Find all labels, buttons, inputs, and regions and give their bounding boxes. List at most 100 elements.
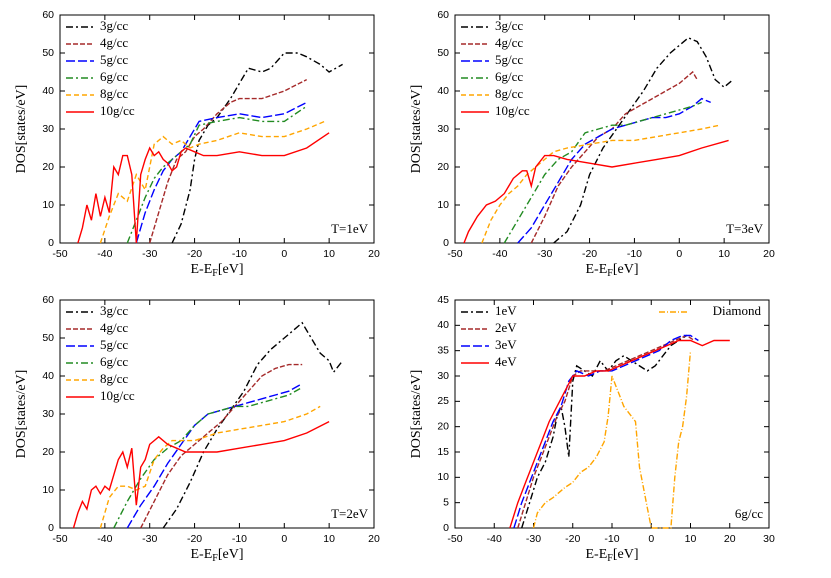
y-tick-label: 50: [42, 332, 54, 344]
y-tick-label: 20: [437, 161, 449, 173]
x-tick-label: -30: [142, 248, 157, 260]
x-tick-label: -50: [447, 248, 462, 260]
y-tick-label: 10: [437, 471, 449, 483]
x-axis-label-sub: F: [607, 553, 613, 564]
y-tick-label: 60: [42, 9, 54, 21]
x-tick-label: 10: [323, 533, 335, 545]
x-tick-label: 20: [368, 533, 380, 545]
x-axis-label-unit: [eV]: [218, 262, 244, 277]
series-line: [532, 350, 692, 529]
x-tick-label: 10: [685, 533, 697, 545]
y-tick-label: 20: [42, 446, 54, 458]
x-tick-label: -50: [52, 533, 67, 545]
y-tick-label: 40: [437, 85, 449, 97]
x-tick-label: -30: [526, 533, 541, 545]
y-axis-label: DOS[states/eV]: [409, 370, 424, 459]
legend-label: Diamond: [713, 303, 762, 318]
legend-label: 5g/cc: [100, 52, 128, 67]
x-tick-label: -30: [537, 248, 552, 260]
legend-label: 8g/cc: [495, 86, 523, 101]
series-line: [513, 334, 699, 529]
x-tick-label: -20: [187, 533, 202, 545]
series-line: [113, 386, 303, 529]
y-axis-label: DOS[states/eV]: [14, 85, 29, 174]
y-tick-label: 45: [437, 294, 449, 306]
legend-label: 8g/cc: [100, 86, 128, 101]
x-axis-label-unit: [eV]: [613, 547, 639, 562]
legend-label: 4eV: [495, 354, 517, 369]
series-line: [509, 339, 730, 529]
x-tick-label: 0: [281, 533, 287, 545]
series-line: [463, 139, 729, 244]
y-tick-label: 50: [42, 47, 54, 59]
x-tick-label: 0: [281, 248, 287, 260]
legend-label: 3g/cc: [495, 18, 523, 33]
y-tick-label: 15: [437, 446, 449, 458]
y-tick-label: 20: [437, 420, 449, 432]
y-tick-label: 25: [437, 395, 449, 407]
series-line: [149, 78, 308, 244]
legend-label: 10g/cc: [100, 388, 135, 403]
x-tick-label: 20: [763, 248, 775, 260]
x-tick-label: -20: [565, 533, 580, 545]
x-axis-label-sub: F: [212, 268, 218, 279]
legend-label: 1eV: [495, 303, 517, 318]
series-line: [530, 70, 698, 244]
series-line: [99, 120, 325, 244]
x-tick-label: -40: [492, 248, 507, 260]
annotation: T=3eV: [726, 221, 764, 236]
annotation: T=2eV: [331, 506, 369, 521]
y-tick-label: 0: [48, 237, 54, 249]
legend-label: 10g/cc: [100, 103, 135, 118]
x-axis-label-unit: [eV]: [613, 262, 639, 277]
x-tick-label: -40: [97, 248, 112, 260]
y-tick-label: 0: [443, 522, 449, 534]
legend-label: 6g/cc: [100, 69, 128, 84]
legend-label: 3g/cc: [100, 303, 128, 318]
x-tick-label: -30: [142, 533, 157, 545]
x-axis-label-main: E-E: [586, 547, 608, 562]
series-line: [126, 105, 308, 244]
y-tick-label: 30: [437, 370, 449, 382]
y-tick-label: 40: [42, 370, 54, 382]
x-tick-label: -10: [604, 533, 619, 545]
legend-label: 10g/cc: [495, 103, 530, 118]
series-line: [126, 382, 303, 529]
y-tick-label: 30: [437, 123, 449, 135]
y-axis-label: DOS[states/eV]: [409, 85, 424, 174]
legend-label: 5g/cc: [495, 52, 523, 67]
y-tick-label: 20: [42, 161, 54, 173]
x-tick-label: -50: [52, 248, 67, 260]
series-line: [481, 124, 720, 244]
x-axis-label: E-EF[eV]: [586, 262, 639, 279]
x-tick-label: 20: [724, 533, 736, 545]
legend-label: 4g/cc: [495, 35, 523, 50]
legend-label: 6g/cc: [495, 69, 523, 84]
legend-label: 8g/cc: [100, 371, 128, 386]
x-tick-label: -10: [232, 533, 247, 545]
legend-label: 4g/cc: [100, 320, 128, 335]
y-tick-label: 40: [42, 85, 54, 97]
x-axis-label-main: E-E: [191, 262, 213, 277]
y-tick-label: 10: [437, 199, 449, 211]
y-tick-label: 10: [42, 484, 54, 496]
y-axis-label: DOS[states/eV]: [14, 370, 29, 459]
x-axis-label-sub: F: [607, 268, 613, 279]
series-line: [521, 334, 687, 529]
legend-label: 2eV: [495, 320, 517, 335]
legend-label: 3g/cc: [100, 18, 128, 33]
legend-label: 6g/cc: [100, 354, 128, 369]
series-line: [517, 334, 695, 529]
series-line: [140, 363, 303, 529]
x-tick-label: 0: [676, 248, 682, 260]
x-axis-label: E-EF[eV]: [191, 262, 244, 279]
legend-label: 3eV: [495, 337, 517, 352]
series-line: [162, 321, 344, 529]
legend-label: 5g/cc: [100, 337, 128, 352]
series-line: [553, 36, 734, 244]
series-line: [503, 101, 702, 244]
legend-label: 4g/cc: [100, 35, 128, 50]
x-tick-label: -10: [232, 248, 247, 260]
x-tick-label: -10: [627, 248, 642, 260]
x-tick-label: -20: [187, 248, 202, 260]
